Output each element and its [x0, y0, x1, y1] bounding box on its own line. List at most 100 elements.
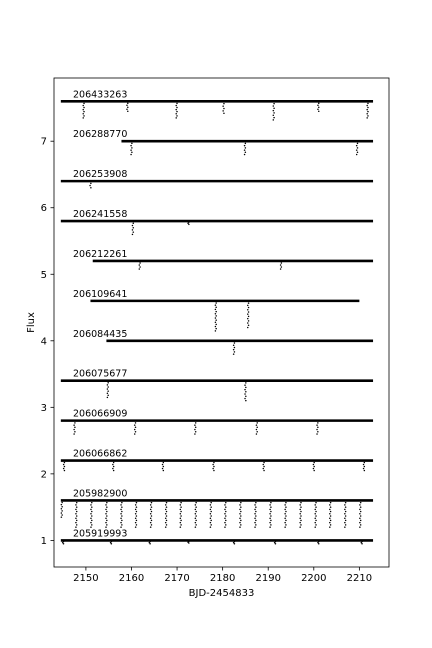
data-point [255, 428, 258, 431]
data-point [269, 517, 271, 519]
data-point [164, 521, 167, 524]
data-point [121, 501, 123, 504]
data-point [225, 501, 227, 504]
data-point [318, 540, 320, 543]
data-point [299, 526, 301, 528]
data-point [255, 424, 258, 426]
data-point [134, 526, 137, 528]
data-point [361, 540, 363, 543]
data-point [150, 519, 153, 522]
data-point [162, 465, 165, 468]
data-point [244, 384, 246, 386]
data-point [210, 524, 212, 526]
data-point [299, 513, 301, 515]
data-point [256, 430, 258, 433]
x-tick-label: 2210 [347, 573, 372, 584]
data-point [112, 469, 115, 472]
data-point [209, 513, 212, 515]
transit-dip [161, 461, 165, 472]
data-point [127, 102, 129, 105]
data-point [135, 519, 138, 522]
data-point [61, 501, 63, 504]
data-point [300, 515, 302, 517]
data-point [209, 504, 212, 506]
data-point [90, 521, 92, 524]
data-point [270, 524, 272, 526]
data-point [73, 424, 75, 426]
data-point [180, 506, 182, 508]
series-label: 206433263 [73, 89, 127, 100]
data-point [366, 104, 368, 107]
data-point [73, 428, 75, 431]
series-label: 206084435 [73, 329, 127, 340]
transit-dip [131, 222, 135, 236]
data-point [134, 517, 137, 519]
data-point [209, 526, 212, 528]
data-point [344, 526, 346, 528]
data-point [317, 541, 319, 544]
data-point [245, 395, 247, 397]
data-point [175, 104, 177, 107]
transit-dip [109, 540, 113, 545]
series-label: 206241558 [73, 209, 127, 220]
data-point [344, 510, 347, 513]
data-point [315, 510, 317, 513]
data-point [269, 526, 271, 528]
x-tick-label: 2200 [301, 573, 326, 584]
data-point [270, 519, 272, 522]
data-point [61, 510, 63, 512]
data-point [139, 262, 141, 264]
transit-dip [254, 501, 257, 528]
data-point [179, 526, 182, 528]
data-point [209, 517, 212, 519]
data-point [317, 104, 319, 107]
data-point [359, 517, 361, 519]
data-point [106, 519, 108, 522]
data-point [215, 323, 217, 326]
transit-dip [262, 461, 265, 472]
data-point [165, 501, 168, 504]
x-tick-label: 2160 [119, 573, 144, 584]
data-point [367, 102, 369, 105]
data-point [75, 524, 78, 526]
data-point [255, 501, 257, 504]
data-point [316, 428, 318, 431]
data-point [225, 510, 227, 513]
data-point [91, 524, 93, 526]
series-206084435: 206084435 [73, 329, 374, 355]
data-point [214, 330, 217, 332]
data-point [239, 504, 241, 506]
data-point [243, 149, 246, 151]
transit-dip [149, 501, 153, 528]
data-point [329, 521, 331, 524]
transit-dip [232, 342, 236, 355]
data-point [121, 524, 123, 526]
data-point [61, 514, 63, 516]
transit-dip [106, 382, 109, 399]
data-point [194, 430, 197, 433]
data-point [164, 517, 167, 519]
data-point [213, 461, 215, 464]
data-point [74, 426, 76, 429]
data-point [83, 106, 85, 109]
transit-dip [243, 142, 247, 156]
transit-dip [366, 102, 369, 119]
transit-dip [61, 540, 65, 545]
data-point [89, 184, 91, 187]
data-point [255, 510, 257, 513]
data-point [74, 422, 76, 424]
data-point [362, 467, 365, 470]
data-point [273, 116, 275, 119]
data-point [132, 226, 135, 229]
data-point [329, 501, 332, 504]
data-point [359, 524, 362, 526]
data-point [105, 513, 107, 515]
data-point [344, 504, 346, 506]
data-point [300, 519, 302, 522]
data-point [164, 504, 167, 506]
data-point [247, 313, 249, 315]
data-point [224, 504, 226, 506]
data-point [225, 515, 227, 517]
data-point [284, 513, 286, 515]
